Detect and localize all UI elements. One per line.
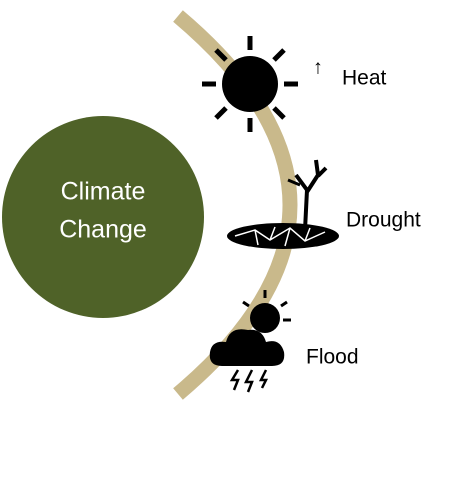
climate-circle bbox=[2, 116, 204, 318]
center-line: Change bbox=[59, 216, 147, 244]
center-line: Climate bbox=[61, 178, 146, 206]
flood-label: Flood bbox=[306, 346, 359, 369]
drought-icon bbox=[227, 159, 339, 249]
heat-arrow: ↑ bbox=[313, 56, 323, 78]
sun-icon bbox=[202, 36, 298, 132]
heat-label: Heat bbox=[342, 67, 387, 90]
flood-icon bbox=[209, 290, 291, 393]
drought-label: Drought bbox=[346, 209, 421, 232]
